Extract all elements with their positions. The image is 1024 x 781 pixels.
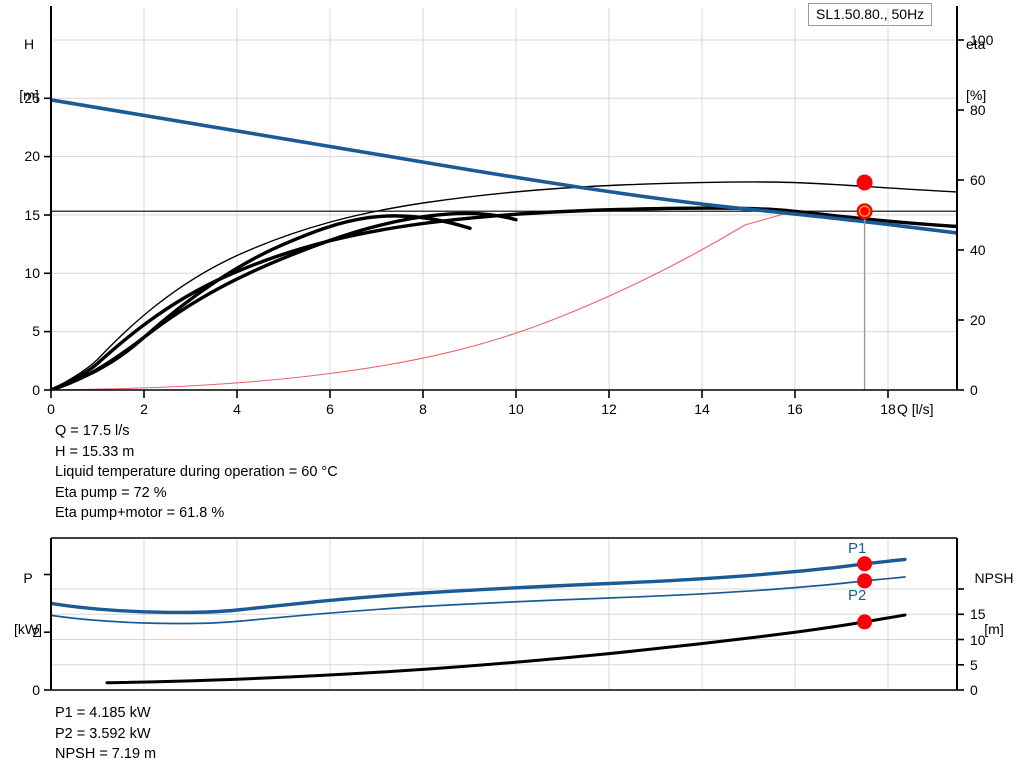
upper-left-axis-title: H [m] xyxy=(8,2,50,138)
readout-p2: P2 = 3.592 kW xyxy=(55,725,151,742)
upper-right-tick-20: 20 xyxy=(970,312,986,328)
eta-pump-motor-curve xyxy=(51,214,472,390)
lower-right-tick-10: 10 xyxy=(970,632,986,648)
readout-npsh: NPSH = 7.19 m xyxy=(55,746,157,762)
lower-right-axis-title: NPSH [m] xyxy=(964,536,1024,672)
operating-point-eta-pump[interactable] xyxy=(856,174,873,191)
lower-right-tick-0: 0 xyxy=(970,682,978,698)
upper-x-tick-16: 16 xyxy=(787,401,803,417)
lower-right-axis-ticks xyxy=(957,588,964,691)
upper-left-tick-15: 15 xyxy=(24,207,40,223)
lower-horizontal-gridlines xyxy=(51,588,957,666)
upper-x-tick-6: 6 xyxy=(326,401,334,417)
readout-flow: Q = 17.5 l/s xyxy=(55,423,130,439)
upper-x-tick-18: 18 xyxy=(880,401,896,417)
lower-left-tick-2: 2 xyxy=(32,624,40,640)
upper-right-tick-40: 40 xyxy=(970,242,986,258)
readout-head: H = 15.33 m xyxy=(55,443,135,460)
eta-pump-motor-curve-path xyxy=(51,206,957,390)
readout-p1: P1 = 4.185 kW xyxy=(55,705,151,721)
lower-right-axis-unit-text: [m] xyxy=(984,621,1004,637)
lower-right-tick-15: 15 xyxy=(970,606,986,622)
upper-x-tick-4: 4 xyxy=(233,401,241,417)
lower-chart: P [kW] NPSH [m] xyxy=(0,530,1024,710)
upper-x-tick-10: 10 xyxy=(508,401,524,417)
operating-point-p1[interactable] xyxy=(857,556,873,572)
operating-point-npsh[interactable] xyxy=(857,614,873,630)
upper-left-axis-title-text: H xyxy=(23,36,35,52)
upper-x-tick-8: 8 xyxy=(419,401,427,417)
aux-system-curve xyxy=(51,210,794,390)
upper-right-tick-100: 100 xyxy=(970,32,994,48)
upper-right-tick-0: 0 xyxy=(970,382,978,398)
eta-pump-motor-curve-main xyxy=(51,211,518,390)
upper-left-tick-5: 5 xyxy=(32,323,40,339)
upper-plot-svg xyxy=(44,6,964,398)
upper-right-axis-unit-text: [%] xyxy=(966,87,987,103)
upper-x-tick-2: 2 xyxy=(140,401,148,417)
npsh-curve xyxy=(105,613,907,685)
lower-left-axis-title-text: P xyxy=(23,570,33,586)
upper-readout-block: Q = 17.5 l/s H = 15.33 m Liquid temperat… xyxy=(55,421,338,524)
upper-x-tick-14: 14 xyxy=(694,401,710,417)
upper-chart: H [m] eta [%] SL1.50.80., 50Hz xyxy=(8,2,1022,417)
model-title-chip: SL1.50.80., 50Hz xyxy=(808,3,933,26)
upper-left-tick-20: 20 xyxy=(24,148,40,164)
upper-left-axis-unit-text: [m] xyxy=(19,87,39,103)
upper-right-tick-60: 60 xyxy=(970,172,986,188)
upper-right-axis-title-text: eta xyxy=(966,36,986,52)
head-curve xyxy=(51,98,957,235)
readout-eta-total: Eta pump+motor = 61.8 % xyxy=(55,505,225,521)
p1-curve-label: P1 xyxy=(848,540,866,557)
lower-left-tick-0: 0 xyxy=(32,682,40,698)
upper-right-tick-80: 80 xyxy=(970,102,986,118)
model-title-text: SL1.50.80., 50Hz xyxy=(816,6,925,22)
lower-right-axis-title-text: NPSH xyxy=(974,570,1014,586)
lower-right-tick-5: 5 xyxy=(970,657,978,673)
upper-x-tick-12: 12 xyxy=(601,401,617,417)
lower-left-axis-title: P [kW] xyxy=(4,536,52,672)
upper-left-tick-10: 10 xyxy=(24,265,40,281)
readout-eta-pump: Eta pump = 72 % xyxy=(55,484,167,501)
operating-point-p2[interactable] xyxy=(857,573,873,589)
p2-curve xyxy=(51,576,906,625)
upper-x-axis-ticks xyxy=(50,390,889,398)
p1-curve xyxy=(51,557,907,615)
upper-left-axis-ticks xyxy=(44,97,51,391)
lower-left-axis-unit-text: [kW] xyxy=(14,621,42,637)
upper-horizontal-gridlines xyxy=(51,39,957,333)
upper-right-axis-title: eta [%] xyxy=(966,2,1022,138)
eta-pump-curve xyxy=(51,181,957,390)
operating-point-head-ring xyxy=(858,205,871,217)
readout-temperature: Liquid temperature during operation = 60… xyxy=(55,464,338,480)
upper-vertical-gridlines xyxy=(143,8,889,390)
lower-left-axis-ticks xyxy=(44,573,51,691)
upper-x-tick-0: 0 xyxy=(47,401,55,417)
upper-left-tick-25: 25 xyxy=(24,90,40,106)
upper-right-axis-ticks xyxy=(957,39,964,391)
p2-curve-label: P2 xyxy=(848,587,866,604)
lower-plot-svg: P1 P2 xyxy=(44,537,964,691)
lower-readout-block: P1 = 4.185 kW P2 = 3.592 kW NPSH = 7.19 … xyxy=(55,703,156,765)
upper-x-axis-label: Q [l/s] xyxy=(897,401,934,417)
upper-left-tick-0: 0 xyxy=(32,382,40,398)
